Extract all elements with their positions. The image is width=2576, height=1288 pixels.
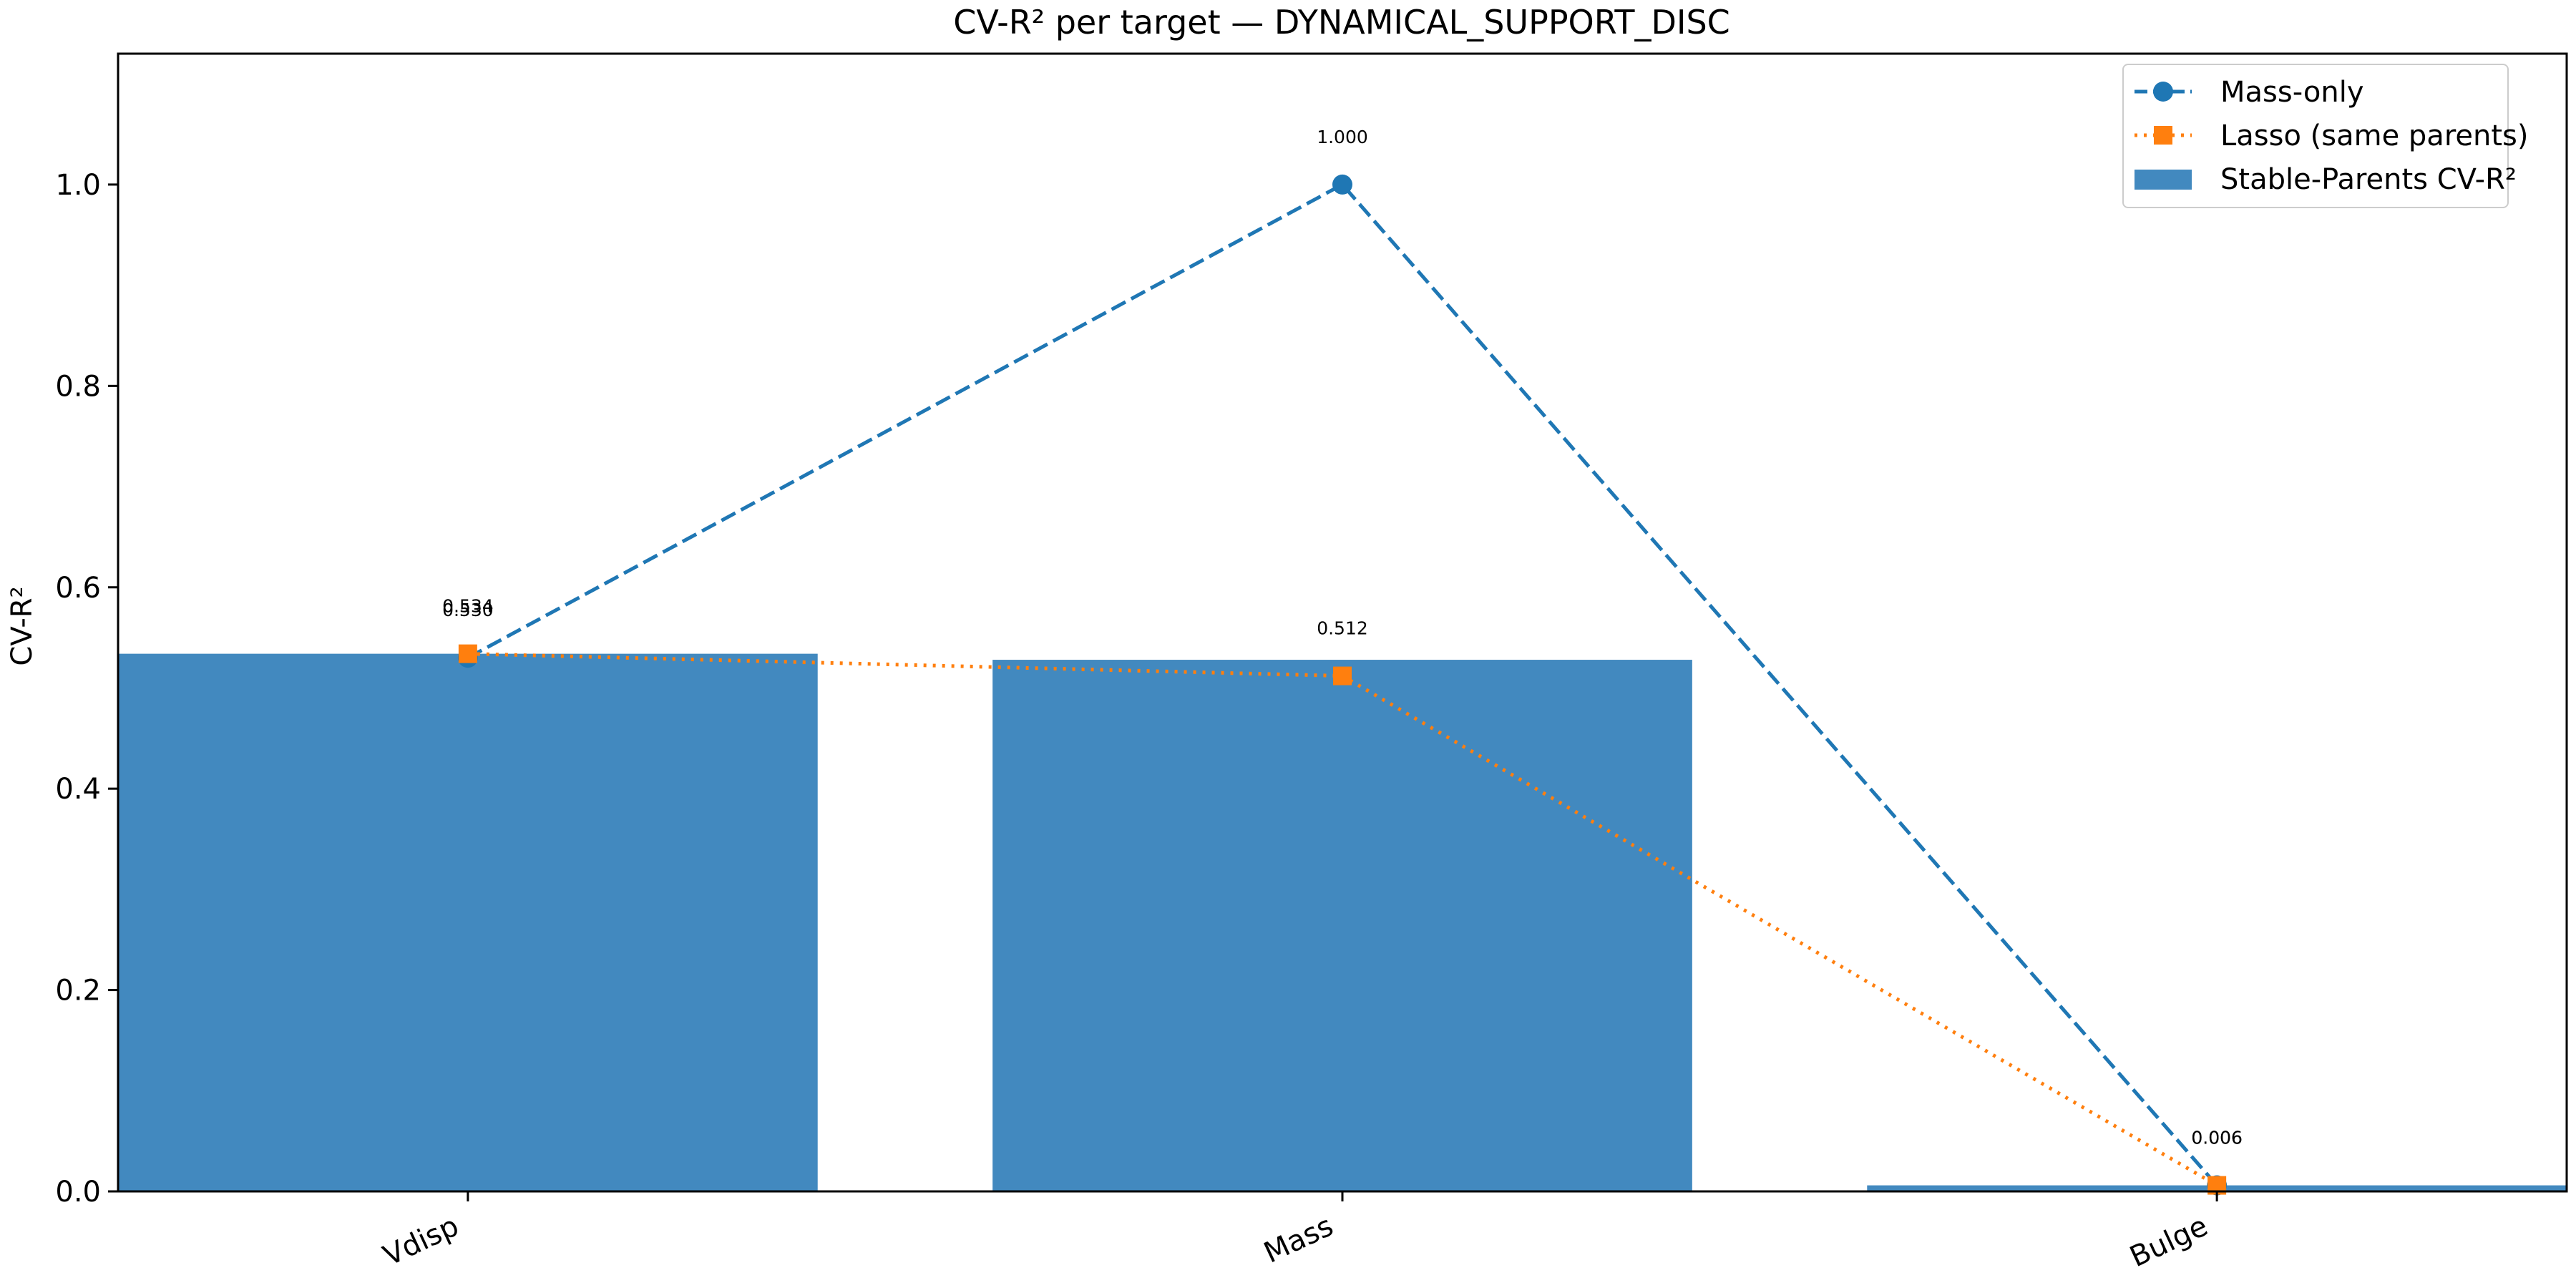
data-label-mass-1: 0.512 bbox=[1317, 618, 1368, 639]
data-label-vdisp-0: 0.534 bbox=[442, 596, 494, 617]
legend-swatch-stable-parents-cv-r- bbox=[2135, 170, 2192, 190]
y-axis-label: CV-R² bbox=[6, 586, 39, 665]
y-tick-label: 1.0 bbox=[55, 169, 101, 202]
y-tick-label: 0.8 bbox=[55, 370, 101, 403]
marker-lasso-same-parents--mass bbox=[1333, 666, 1352, 686]
data-label-bulge-0: 0.006 bbox=[2191, 1128, 2243, 1148]
data-label-mass-0: 1.000 bbox=[1317, 127, 1368, 147]
legend-label-lasso-same-parents-: Lasso (same parents) bbox=[2220, 119, 2528, 152]
marker-lasso-same-parents--vdisp bbox=[458, 644, 477, 663]
marker-mass-only-mass bbox=[1332, 174, 1352, 195]
y-tick-label: 0.0 bbox=[55, 1176, 101, 1209]
legend-marker-mass-only bbox=[2153, 82, 2173, 102]
y-tick-label: 0.4 bbox=[55, 773, 101, 806]
bar-vdisp bbox=[118, 653, 818, 1191]
y-tick-label: 0.2 bbox=[55, 975, 101, 1008]
chart-title: CV-R² per target — DYNAMICAL_SUPPORT_DIS… bbox=[953, 3, 1730, 42]
legend[interactable]: Mass-only Lasso (same parents) Stable-Pare… bbox=[2122, 64, 2528, 208]
legend-label-stable-parents-cv-r-: Stable-Parents CV-R² bbox=[2220, 163, 2517, 196]
data-label-bulge-1: 0.006 bbox=[2191, 1128, 2243, 1148]
legend-marker-lasso-same-parents- bbox=[2154, 126, 2172, 145]
data-label-vdisp-1: 0.530 bbox=[442, 600, 494, 620]
bar-mass bbox=[992, 660, 1692, 1191]
legend-label-mass-only: Mass-only bbox=[2220, 76, 2364, 109]
y-tick-label: 0.6 bbox=[55, 572, 101, 605]
legend-box bbox=[2122, 64, 2509, 208]
bars bbox=[118, 653, 2567, 1191]
